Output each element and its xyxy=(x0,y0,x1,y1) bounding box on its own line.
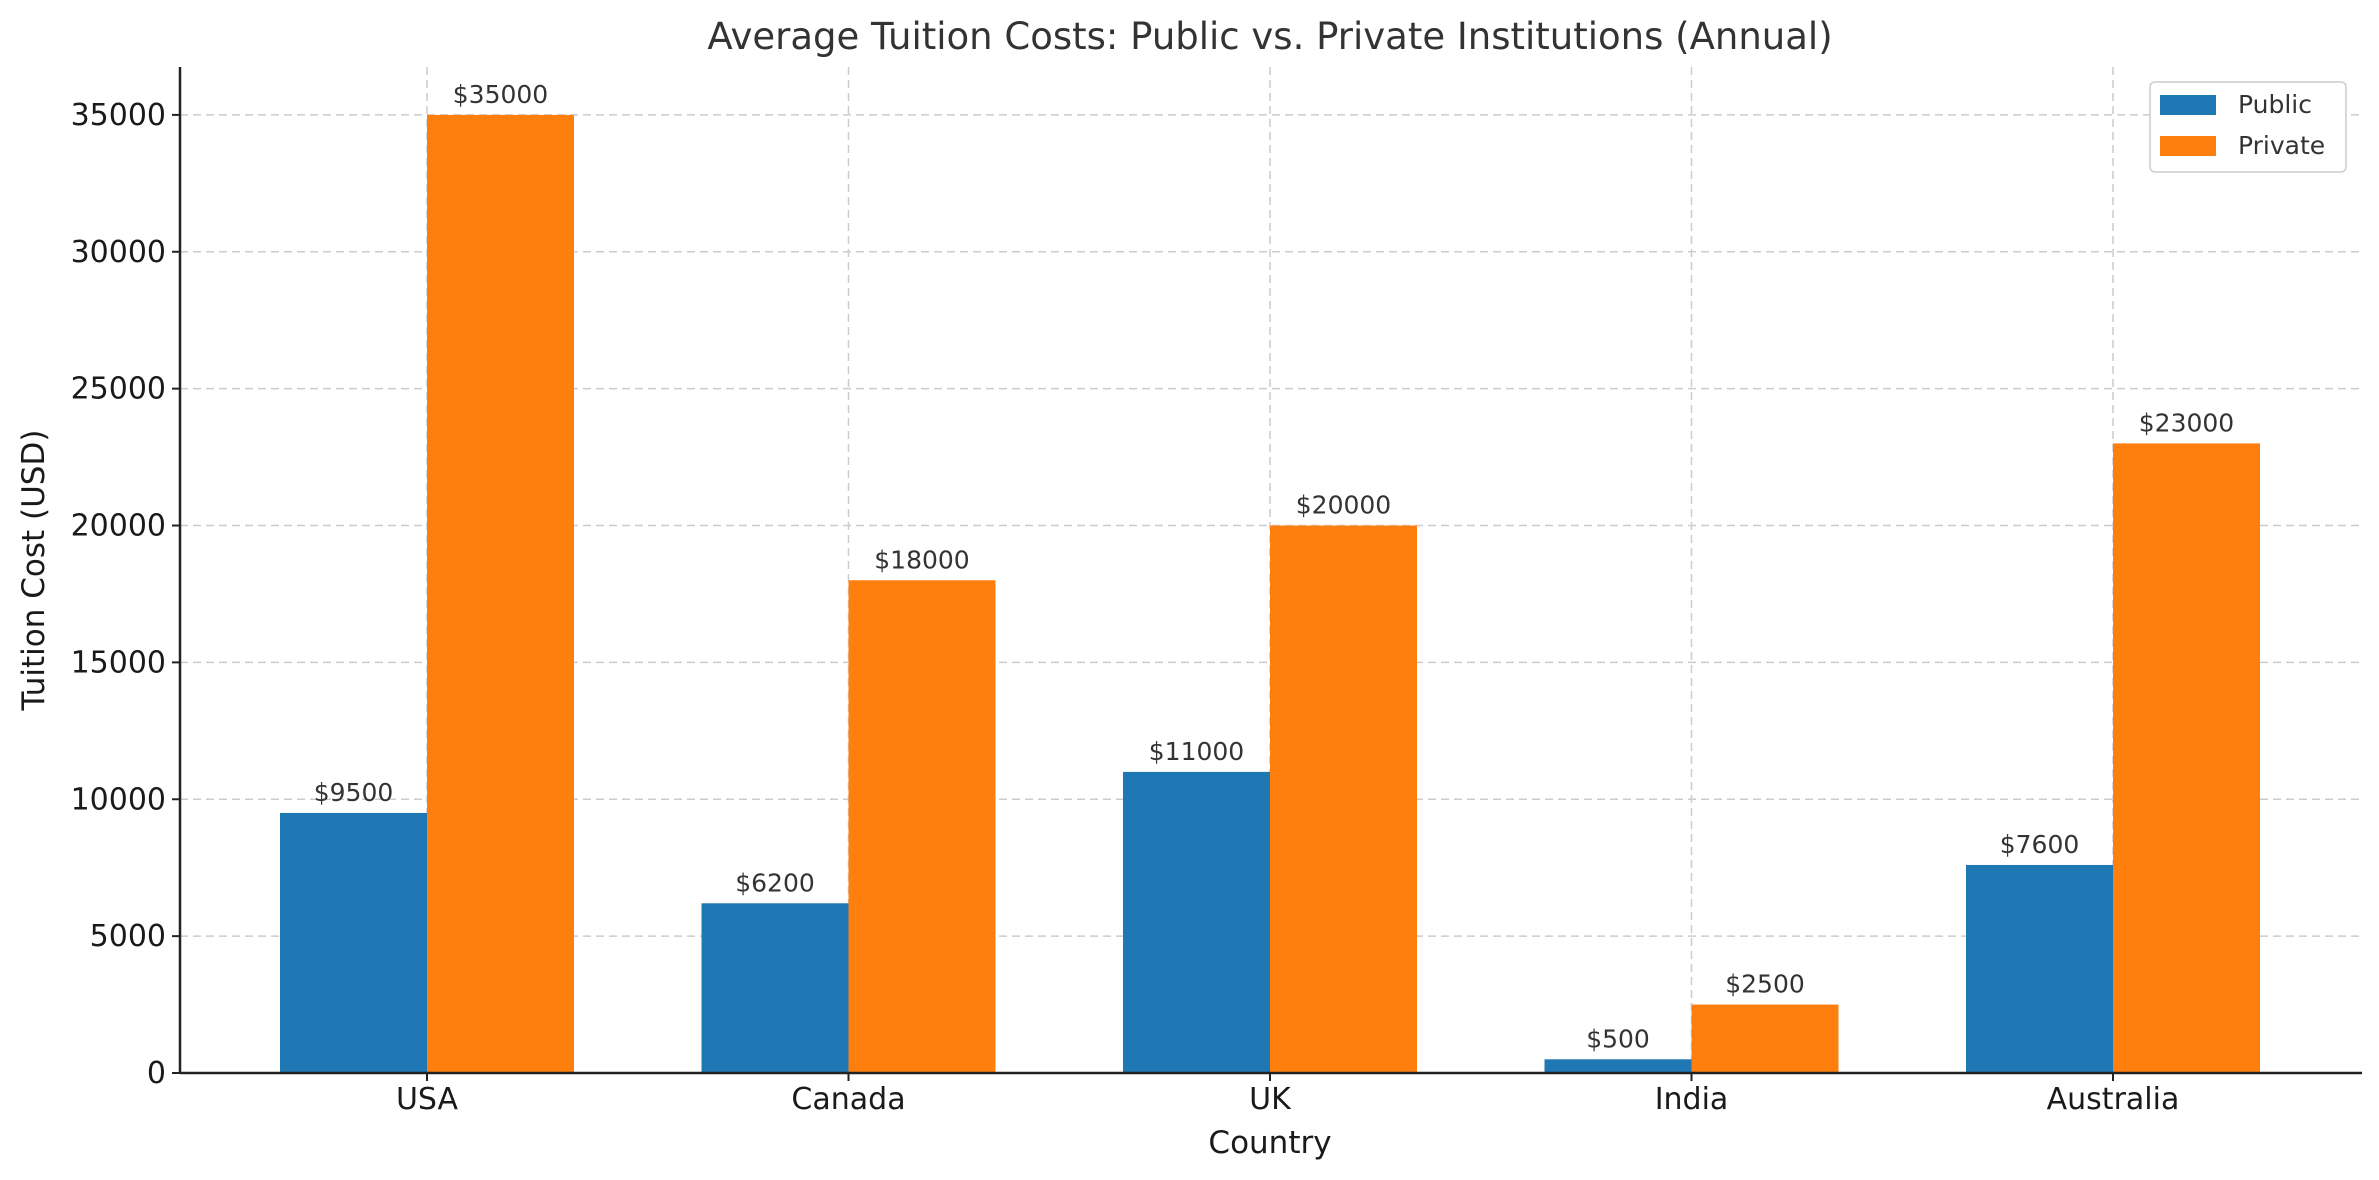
x-tick-label-uk: UK xyxy=(1249,1082,1292,1117)
x-tick-label-australia: Australia xyxy=(2047,1082,2180,1117)
y-axis-label: Tuition Cost (USD) xyxy=(16,430,52,712)
data-label: $20000 xyxy=(1296,491,1391,520)
legend: Public Private xyxy=(2149,81,2347,173)
data-label: $500 xyxy=(1586,1024,1650,1053)
data-label: $2500 xyxy=(1725,970,1805,999)
data-label: $35000 xyxy=(453,80,548,109)
data-labels: $9500 $6200 $11000 $500 $7600 $35000 $18000 $20… xyxy=(314,80,2234,1053)
bar-public-usa xyxy=(280,812,427,1073)
y-tick-label: 25000 xyxy=(71,372,166,407)
data-label: $7600 xyxy=(2000,830,2080,859)
bar-public-canada xyxy=(701,903,849,1073)
bar-public-australia xyxy=(1966,864,2113,1073)
y-tick-label: 10000 xyxy=(71,782,166,817)
y-tick-label: 15000 xyxy=(71,645,166,680)
y-tick-label: 5000 xyxy=(90,919,166,954)
bar-private-canada xyxy=(848,580,996,1073)
x-tick-label-usa: USA xyxy=(396,1082,459,1117)
bar-public-uk xyxy=(1123,771,1270,1073)
x-tick-label-india: India xyxy=(1655,1082,1729,1117)
ticks: 0 5000 10000 15000 20000 25000 30000 35000 USA Ca… xyxy=(71,98,2180,1117)
legend-label-private: Private xyxy=(2238,131,2325,160)
data-label: $11000 xyxy=(1149,737,1244,766)
bar-private-uk xyxy=(1270,525,1417,1073)
y-tick-label: 30000 xyxy=(71,235,166,270)
data-label: $9500 xyxy=(314,778,394,807)
data-label: $23000 xyxy=(2139,408,2234,437)
y-tick-label: 0 xyxy=(147,1056,166,1091)
x-axis-label: Country xyxy=(1208,1125,1331,1161)
x-tick-label-canada: Canada xyxy=(791,1082,905,1117)
bars xyxy=(280,114,2260,1074)
bar-public-india xyxy=(1544,1059,1692,1073)
bar-private-india xyxy=(1691,1004,1839,1073)
y-tick-label: 35000 xyxy=(71,98,166,133)
legend-swatch-private xyxy=(2160,136,2216,156)
bar-private-usa xyxy=(427,114,574,1073)
bar-private-australia xyxy=(2113,443,2260,1074)
y-tick-label: 20000 xyxy=(71,509,166,544)
legend-label-public: Public xyxy=(2238,90,2312,119)
data-label: $6200 xyxy=(735,868,815,897)
legend-swatch-public xyxy=(2160,95,2216,115)
chart-title: Average Tuition Costs: Public vs. Privat… xyxy=(707,15,1832,58)
data-label: $18000 xyxy=(874,545,969,574)
